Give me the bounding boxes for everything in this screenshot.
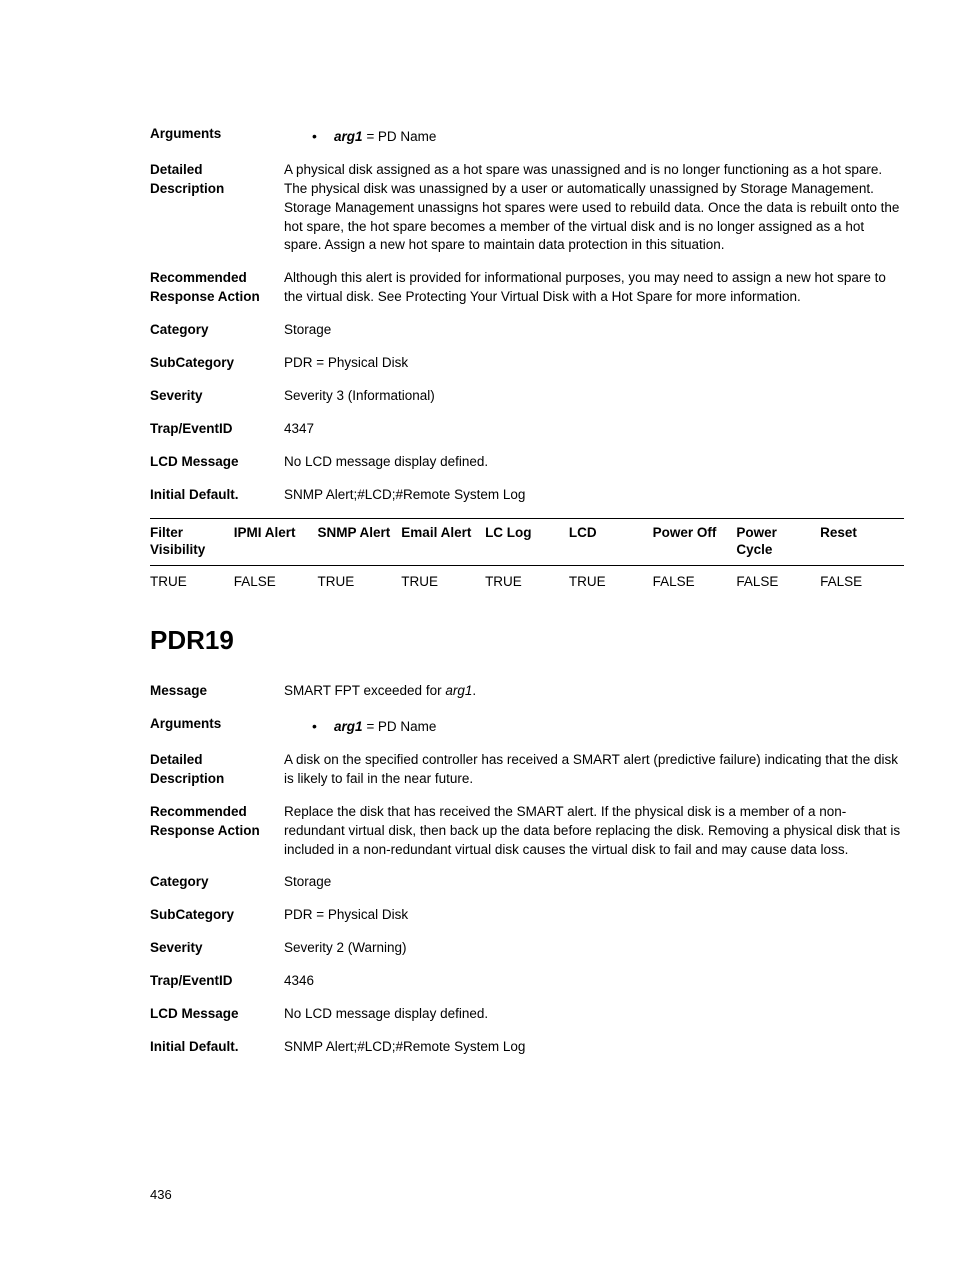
th-reset: Reset — [820, 519, 904, 566]
th-lcd: LCD — [569, 519, 653, 566]
trap-label-2: Trap/EventID — [150, 972, 284, 991]
trap-value: 4347 — [284, 420, 904, 439]
td-powercycle: FALSE — [736, 566, 820, 596]
severity-row-2: Severity Severity 2 (Warning) — [150, 939, 904, 958]
message-pre: SMART FPT exceeded for — [284, 683, 445, 698]
th-snmp: SNMP Alert — [318, 519, 402, 566]
category-label: Category — [150, 321, 284, 340]
category-value: Storage — [284, 321, 904, 340]
message-post: . — [472, 683, 476, 698]
table-row: TRUE FALSE TRUE TRUE TRUE TRUE FALSE FAL… — [150, 566, 904, 596]
arg-sep: = — [363, 719, 378, 734]
message-label: Message — [150, 682, 284, 701]
th-lclog: LC Log — [485, 519, 569, 566]
trap-value-2: 4346 — [284, 972, 904, 991]
recommended-row-2: Recommended Response Action Replace the … — [150, 803, 904, 860]
arg-name: arg1 — [334, 129, 363, 144]
detailed-value: A physical disk assigned as a hot spare … — [284, 161, 904, 255]
recommended-value: Although this alert is provided for info… — [284, 269, 904, 307]
th-filter: Filter Visibility — [150, 519, 234, 566]
th-email: Email Alert — [401, 519, 485, 566]
severity-value: Severity 3 (Informational) — [284, 387, 904, 406]
detailed-value-2: A disk on the specified controller has r… — [284, 751, 904, 789]
subcategory-value: PDR = Physical Disk — [284, 354, 904, 373]
subcategory-label-2: SubCategory — [150, 906, 284, 925]
severity-label-2: Severity — [150, 939, 284, 958]
initial-label-2: Initial Default. — [150, 1038, 284, 1057]
td-lclog: TRUE — [485, 566, 569, 596]
initial-row: Initial Default. SNMP Alert;#LCD;#Remote… — [150, 486, 904, 505]
arg-sep: = — [363, 129, 378, 144]
lcd-value-2: No LCD message display defined. — [284, 1005, 904, 1024]
arg-name: arg1 — [334, 719, 363, 734]
arguments-label: Arguments — [150, 125, 284, 144]
subcategory-row-2: SubCategory PDR = Physical Disk — [150, 906, 904, 925]
arguments-row-2: Arguments arg1 = PD Name — [150, 715, 904, 737]
recommended-label: Recommended Response Action — [150, 269, 284, 307]
initial-label: Initial Default. — [150, 486, 284, 505]
document-page: Arguments arg1 = PD Name Detailed Descri… — [0, 0, 954, 1111]
arguments-value-2: arg1 = PD Name — [284, 715, 904, 737]
category-row-2: Category Storage — [150, 873, 904, 892]
td-ipmi: FALSE — [234, 566, 318, 596]
argument-item: arg1 = PD Name — [334, 717, 904, 737]
th-powercycle: Power Cycle — [736, 519, 820, 566]
recommended-value-2: Replace the disk that has received the S… — [284, 803, 904, 860]
severity-label: Severity — [150, 387, 284, 406]
td-poweroff: FALSE — [653, 566, 737, 596]
arguments-value: arg1 = PD Name — [284, 125, 904, 147]
argument-item: arg1 = PD Name — [334, 127, 904, 147]
arguments-row: Arguments arg1 = PD Name — [150, 125, 904, 147]
td-lcd: TRUE — [569, 566, 653, 596]
message-row: Message SMART FPT exceeded for arg1. — [150, 682, 904, 701]
lcd-row-2: LCD Message No LCD message display defin… — [150, 1005, 904, 1024]
lcd-label: LCD Message — [150, 453, 284, 472]
lcd-label-2: LCD Message — [150, 1005, 284, 1024]
detailed-label: Detailed Description — [150, 161, 284, 199]
arg-desc: PD Name — [378, 129, 437, 144]
visibility-table: Filter Visibility IPMI Alert SNMP Alert … — [150, 518, 904, 595]
severity-value-2: Severity 2 (Warning) — [284, 939, 904, 958]
arg-desc: PD Name — [378, 719, 437, 734]
initial-row-2: Initial Default. SNMP Alert;#LCD;#Remote… — [150, 1038, 904, 1057]
recommended-row: Recommended Response Action Although thi… — [150, 269, 904, 307]
td-snmp: TRUE — [318, 566, 402, 596]
detailed-row: Detailed Description A physical disk ass… — [150, 161, 904, 255]
initial-value-2: SNMP Alert;#LCD;#Remote System Log — [284, 1038, 904, 1057]
table-header-row: Filter Visibility IPMI Alert SNMP Alert … — [150, 519, 904, 566]
th-poweroff: Power Off — [653, 519, 737, 566]
severity-row: Severity Severity 3 (Informational) — [150, 387, 904, 406]
detailed-row-2: Detailed Description A disk on the speci… — [150, 751, 904, 789]
subcategory-value-2: PDR = Physical Disk — [284, 906, 904, 925]
category-value-2: Storage — [284, 873, 904, 892]
td-reset: FALSE — [820, 566, 904, 596]
section-title: PDR19 — [150, 625, 904, 656]
subcategory-row: SubCategory PDR = Physical Disk — [150, 354, 904, 373]
trap-row-2: Trap/EventID 4346 — [150, 972, 904, 991]
page-number: 436 — [150, 1187, 172, 1202]
lcd-row: LCD Message No LCD message display defin… — [150, 453, 904, 472]
message-arg: arg1 — [445, 683, 472, 698]
th-ipmi: IPMI Alert — [234, 519, 318, 566]
lcd-value: No LCD message display defined. — [284, 453, 904, 472]
td-email: TRUE — [401, 566, 485, 596]
td-filter: TRUE — [150, 566, 234, 596]
trap-row: Trap/EventID 4347 — [150, 420, 904, 439]
arguments-label-2: Arguments — [150, 715, 284, 734]
category-row: Category Storage — [150, 321, 904, 340]
trap-label: Trap/EventID — [150, 420, 284, 439]
message-value: SMART FPT exceeded for arg1. — [284, 682, 904, 701]
recommended-label-2: Recommended Response Action — [150, 803, 284, 841]
subcategory-label: SubCategory — [150, 354, 284, 373]
category-label-2: Category — [150, 873, 284, 892]
initial-value: SNMP Alert;#LCD;#Remote System Log — [284, 486, 904, 505]
detailed-label-2: Detailed Description — [150, 751, 284, 789]
